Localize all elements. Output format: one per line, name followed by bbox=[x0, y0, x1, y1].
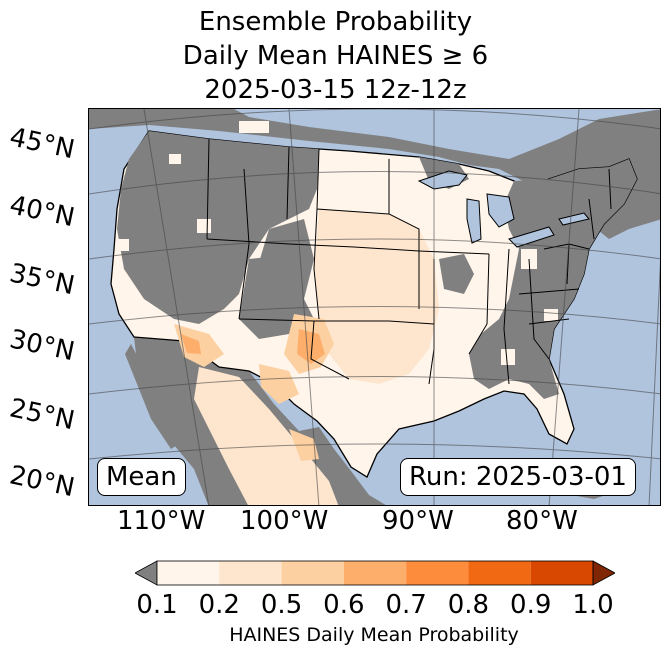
state-borders bbox=[206, 138, 612, 385]
colorbar-tick-label: 0.7 bbox=[385, 590, 427, 620]
colorbar-cell bbox=[468, 561, 531, 585]
great-lakes bbox=[417, 170, 590, 248]
colorbar-frame bbox=[156, 560, 594, 586]
colorbar-cell bbox=[343, 561, 407, 585]
mean-label: Mean bbox=[97, 458, 186, 496]
map-panel bbox=[88, 108, 661, 506]
colorbar-cell bbox=[281, 561, 344, 585]
map-svg bbox=[89, 109, 660, 505]
colorbar-tick-label: 0.6 bbox=[323, 590, 365, 620]
colorbar-tick-label: 0.2 bbox=[198, 590, 240, 620]
colorbar-tick-label: 1.0 bbox=[572, 590, 614, 620]
lon-label-80: 80°W bbox=[506, 506, 578, 536]
lon-label-110: 110°W bbox=[117, 506, 206, 536]
colorbar-tick-label: 0.9 bbox=[510, 590, 552, 620]
colorbar-under-arrow bbox=[135, 560, 158, 586]
lat-label-40: 40°N bbox=[6, 190, 78, 234]
title-line-1: Ensemble Probability bbox=[198, 7, 473, 37]
lon-label-100: 100°W bbox=[240, 506, 329, 536]
colorbar-cell bbox=[219, 561, 282, 585]
colorbar-cell bbox=[530, 561, 593, 585]
colorbar bbox=[135, 560, 615, 586]
colorbar-cell bbox=[157, 561, 220, 585]
prob-patches bbox=[174, 209, 439, 461]
lon-label-90: 90°W bbox=[382, 506, 454, 536]
lat-label-25: 25°N bbox=[6, 393, 78, 437]
colorbar-tick-label: 0.5 bbox=[260, 590, 303, 620]
lat-label-35: 35°N bbox=[6, 258, 78, 302]
title-line-2: Daily Mean HAINES ≥ 6 bbox=[182, 41, 489, 71]
lat-label-45: 45°N bbox=[6, 122, 78, 166]
lat-label-20: 20°N bbox=[6, 460, 78, 504]
colorbar-over-arrow bbox=[592, 560, 615, 586]
graticule bbox=[89, 109, 660, 505]
run-label: Run: 2025-03-01 bbox=[400, 458, 636, 496]
colorbar-cell bbox=[406, 561, 469, 585]
lat-label-30: 30°N bbox=[6, 324, 78, 368]
colorbar-tick-label: 0.1 bbox=[136, 590, 178, 620]
colorbar-label: HAINES Daily Mean Probability bbox=[229, 624, 519, 646]
baja-land bbox=[125, 344, 179, 449]
colorbar-tick-label: 0.8 bbox=[447, 590, 490, 620]
mexico-interior bbox=[194, 367, 339, 505]
title-line-3: 2025-03-15 12z-12z bbox=[204, 75, 467, 105]
